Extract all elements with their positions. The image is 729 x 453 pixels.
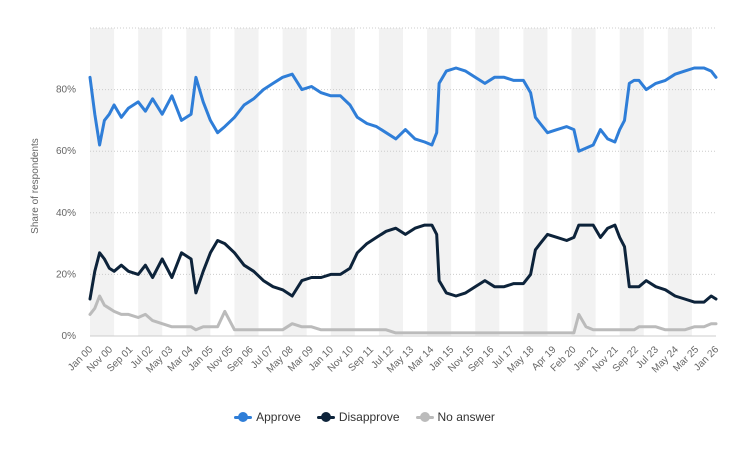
year-band (619, 28, 644, 336)
year-band (378, 28, 403, 336)
series-line-approve[interactable] (88, 66, 718, 153)
gridlines (90, 27, 716, 337)
year-band (90, 28, 115, 336)
background-bands (90, 28, 692, 336)
year-band (138, 28, 163, 336)
legend-item-no-answer[interactable]: No answer (415, 410, 495, 424)
y-axis-label: Share of respondents (30, 138, 41, 234)
year-band (427, 28, 452, 336)
legend-item-disapprove[interactable]: Disapprove (316, 410, 400, 424)
series-lines (88, 66, 718, 335)
y-tick-label: 60% (56, 146, 76, 157)
y-axis-ticks: 0% 20% 40% 60% 80% (56, 85, 76, 342)
legend: Approve Disapprove No answer (0, 410, 729, 424)
y-tick-label: 20% (56, 269, 76, 280)
year-band (475, 28, 500, 336)
y-tick-label: 40% (56, 208, 76, 219)
y-tick-label: 80% (56, 85, 76, 96)
series-line-no-answer[interactable] (88, 294, 718, 335)
approve-swatch-icon (234, 412, 253, 422)
legend-label-disapprove: Disapprove (338, 410, 400, 424)
year-band (667, 28, 692, 336)
y-tick-label: 0% (62, 331, 77, 342)
year-band (571, 28, 596, 336)
disapprove-swatch-icon (316, 412, 335, 422)
legend-label-approve: Approve (256, 410, 301, 424)
year-band (523, 28, 548, 336)
series-line-disapprove[interactable] (88, 223, 718, 304)
legend-label-no-answer: No answer (437, 410, 495, 424)
legend-item-approve[interactable]: Approve (234, 410, 301, 424)
year-band (234, 28, 259, 336)
no-answer-swatch-icon (415, 412, 434, 422)
year-band (330, 28, 355, 336)
